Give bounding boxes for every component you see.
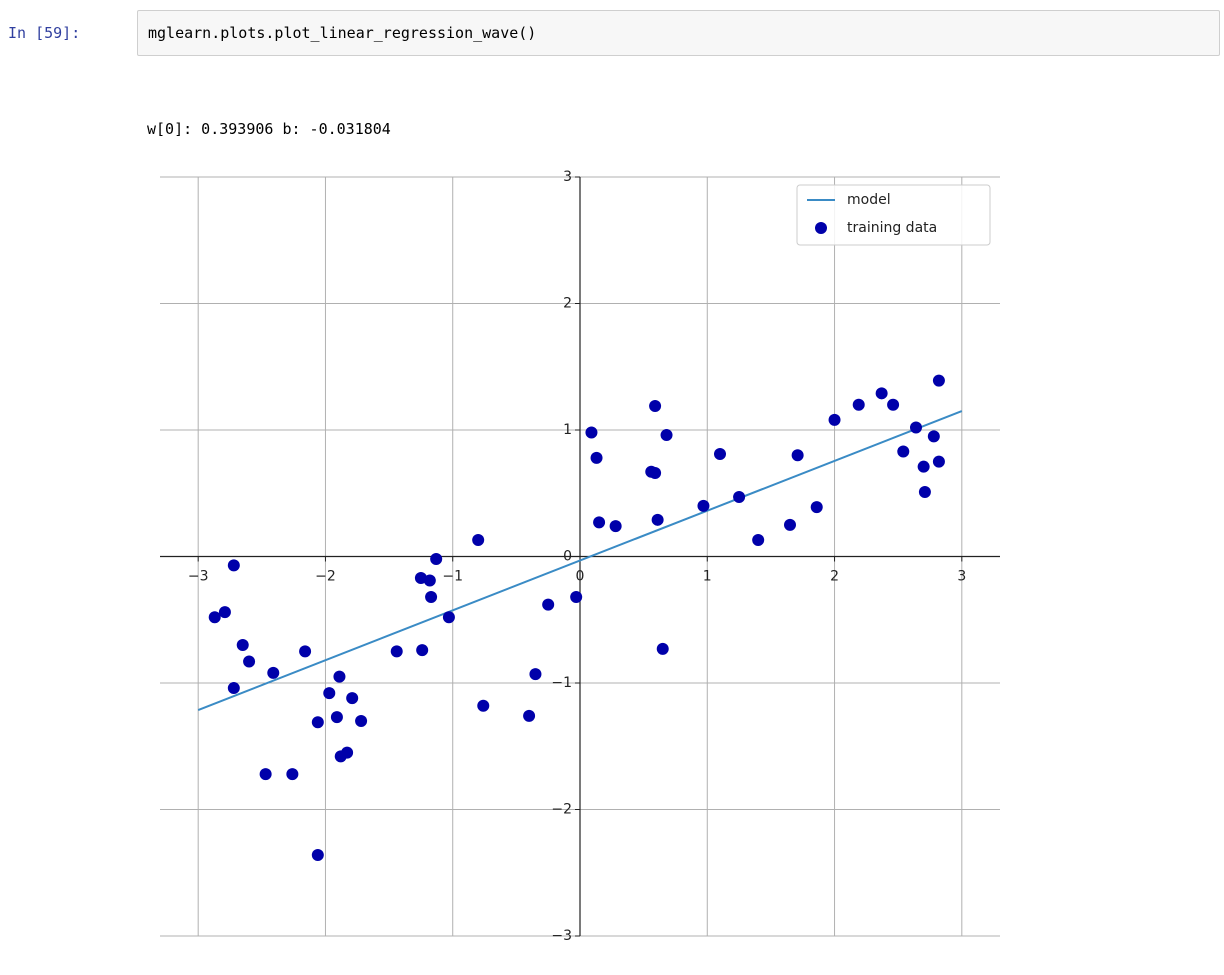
y-tick-label: −3 — [551, 928, 572, 944]
x-tick-label: 2 — [830, 569, 839, 585]
data-point — [932, 374, 945, 387]
legend-label: model — [847, 192, 891, 208]
data-point — [323, 687, 336, 700]
data-point — [910, 421, 922, 434]
data-point — [875, 387, 888, 400]
data-point — [887, 398, 900, 411]
data-point — [733, 491, 746, 504]
data-point — [208, 611, 221, 624]
data-point — [570, 590, 583, 603]
data-point — [810, 501, 823, 514]
data-point — [311, 716, 324, 729]
model-line — [197, 410, 963, 711]
y-tick-label: 3 — [563, 169, 572, 185]
data-point — [590, 451, 603, 464]
code-cell[interactable]: mglearn.plots.plot_linear_regression_wav… — [137, 10, 1220, 56]
data-point — [236, 639, 249, 652]
data-point — [649, 399, 662, 412]
data-point — [609, 520, 622, 533]
data-point — [416, 644, 429, 657]
x-tick-label: 3 — [957, 569, 966, 585]
data-point — [752, 534, 765, 547]
data-point — [897, 445, 910, 458]
x-tick-label: −2 — [315, 569, 336, 585]
data-point — [791, 449, 804, 462]
data-point — [784, 518, 796, 531]
data-point — [585, 426, 598, 439]
data-point — [330, 711, 343, 724]
data-point — [423, 574, 436, 587]
data-point — [660, 429, 673, 442]
y-tick-label: −2 — [551, 802, 572, 818]
data-point — [430, 553, 443, 566]
data-point — [346, 692, 359, 705]
x-tick-label: −1 — [442, 569, 463, 585]
data-point — [651, 513, 664, 526]
data-point — [267, 666, 280, 679]
data-point — [917, 460, 930, 473]
data-point — [425, 590, 438, 603]
data-point — [697, 499, 710, 512]
data-point — [218, 606, 231, 619]
data-point — [341, 746, 354, 759]
y-tick-label: 2 — [563, 296, 572, 312]
y-tick-label: 1 — [563, 422, 572, 438]
data-point — [259, 768, 272, 781]
data-point — [477, 699, 490, 712]
data-point — [932, 455, 945, 468]
data-point — [523, 709, 536, 722]
data-point — [714, 448, 726, 461]
data-point — [472, 534, 485, 547]
data-point — [333, 670, 346, 683]
data-point — [542, 598, 555, 611]
x-tick-label: −3 — [188, 569, 209, 585]
legend-label: training data — [847, 220, 937, 236]
data-point — [927, 430, 940, 443]
data-point — [656, 642, 669, 655]
data-point — [355, 714, 368, 727]
legend-box — [796, 184, 991, 246]
data-point — [227, 682, 240, 695]
cell-prompt: In [59]: — [8, 24, 81, 42]
data-point — [299, 645, 312, 658]
legend-swatch — [815, 222, 827, 234]
cell-output: w[0]: 0.393906 b: -0.031804 — [147, 120, 391, 138]
y-tick-label: −1 — [551, 675, 572, 691]
data-point — [852, 398, 865, 411]
data-point — [311, 849, 324, 862]
x-tick-label: 1 — [703, 569, 712, 585]
data-point — [529, 668, 542, 681]
data-point — [918, 485, 931, 498]
data-point — [649, 467, 662, 480]
data-point — [593, 516, 606, 529]
data-point — [828, 413, 841, 426]
data-point — [243, 655, 256, 668]
data-point — [442, 611, 455, 624]
data-point — [390, 645, 403, 658]
data-point — [227, 559, 240, 572]
data-point — [286, 768, 299, 781]
